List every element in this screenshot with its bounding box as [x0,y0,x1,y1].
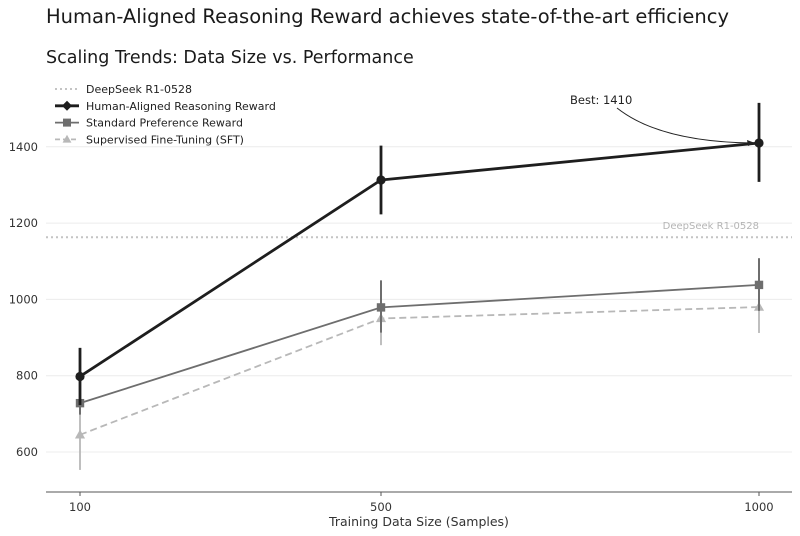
series-group [74,102,765,470]
y-tick-label-1000: 1000 [9,292,38,306]
reference-line-label: DeepSeek R1-0528 [663,221,759,232]
grid-lines [46,146,792,453]
x-tick-label-100: 100 [69,500,91,514]
axes: 600 800 1000 1200 1400 100 500 1000 [9,140,792,514]
data-point-0-0 [75,371,85,382]
series-1 [75,258,764,415]
series-0 [75,102,764,406]
legend-marker-1 [62,100,72,111]
legend-item-2: Standard Preference Reward [55,117,243,130]
legend: DeepSeek R1-0528 Human-Aligned Reasoning … [55,83,276,146]
reference-line-group: DeepSeek R1-0528 [46,221,792,239]
x-tick-label-1000: 1000 [744,500,773,514]
legend-item-0: DeepSeek R1-0528 [55,83,192,96]
legend-label-1: Human-Aligned Reasoning Reward [86,100,276,113]
y-tick-label-1200: 1200 [9,216,38,230]
annotation-group: Best: 1410 [570,93,755,146]
annotation-arrow [616,107,754,144]
data-point-2-0 [74,429,86,439]
x-axis-label: Training Data Size (Samples) [328,514,509,529]
data-point-0-1 [376,175,386,185]
series-line-0 [79,141,760,378]
legend-marker-3 [62,134,72,143]
y-tick-label-800: 800 [16,369,38,383]
legend-label-0: DeepSeek R1-0528 [86,83,192,96]
x-tick-label-500: 500 [370,500,392,514]
data-point-1-2 [754,280,764,290]
chart-subtitle: Scaling Trends: Data Size vs. Performanc… [46,48,414,68]
data-point-1-1 [376,303,386,312]
legend-marker-2 [63,118,71,127]
legend-item-1: Human-Aligned Reasoning Reward [55,100,276,113]
series-line-1 [79,284,760,405]
best-annotation: Best: 1410 [570,93,632,107]
legend-item-3: Supervised Fine-Tuning (SFT) [55,133,244,146]
legend-label-3: Supervised Fine-Tuning (SFT) [86,133,244,146]
chart-title: Human-Aligned Reasoning Reward achieves … [46,5,729,28]
data-point-0-2 [754,138,764,148]
y-tick-label-600: 600 [16,445,38,459]
legend-label-2: Standard Preference Reward [86,117,243,130]
y-tick-label-1400: 1400 [9,140,38,154]
annotation-arrow-head [747,139,755,146]
